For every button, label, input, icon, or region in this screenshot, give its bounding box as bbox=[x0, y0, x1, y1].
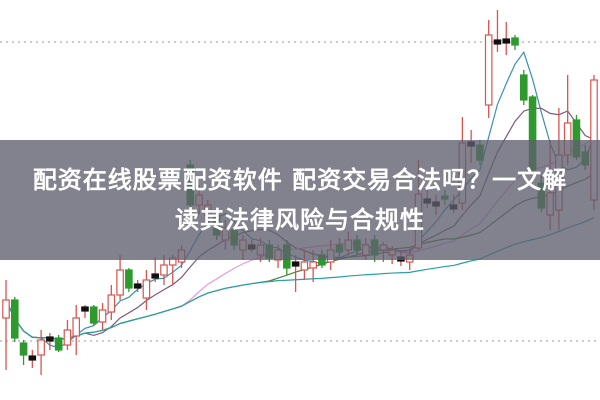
candle-body bbox=[54, 337, 63, 351]
candle-body bbox=[63, 329, 72, 346]
candle-body bbox=[300, 261, 309, 271]
candle-body bbox=[116, 269, 124, 296]
candle-body bbox=[46, 336, 54, 342]
candle-body bbox=[309, 261, 317, 269]
candle-body bbox=[107, 294, 116, 313]
candle-body bbox=[291, 261, 300, 267]
candle-body bbox=[511, 37, 519, 46]
title-line-1: 配资在线股票配资软件 配资交易合法吗？一文解 bbox=[32, 166, 568, 194]
candle-body bbox=[10, 299, 19, 339]
candle-body bbox=[2, 299, 10, 319]
candle-body bbox=[125, 269, 133, 289]
title-line-2: 读其法律风险与合规性 bbox=[175, 206, 425, 234]
candle-body bbox=[37, 339, 45, 356]
candle-body bbox=[133, 283, 142, 289]
candle-body bbox=[519, 74, 528, 101]
candle-body bbox=[72, 317, 81, 337]
candle-body bbox=[81, 306, 89, 312]
candle-body bbox=[493, 39, 502, 45]
candle-body bbox=[502, 38, 511, 44]
title-banner: 配资在线股票配资软件 配资交易合法吗？一文解 读其法律风险与合规性 bbox=[0, 140, 600, 260]
candle-body bbox=[484, 34, 493, 106]
candle-body bbox=[151, 273, 159, 279]
candle-body bbox=[28, 355, 37, 361]
candle-body bbox=[142, 279, 151, 299]
candle-body bbox=[89, 306, 98, 324]
candle-body bbox=[160, 264, 168, 276]
candle-body bbox=[19, 342, 28, 356]
candle-body bbox=[98, 309, 107, 323]
